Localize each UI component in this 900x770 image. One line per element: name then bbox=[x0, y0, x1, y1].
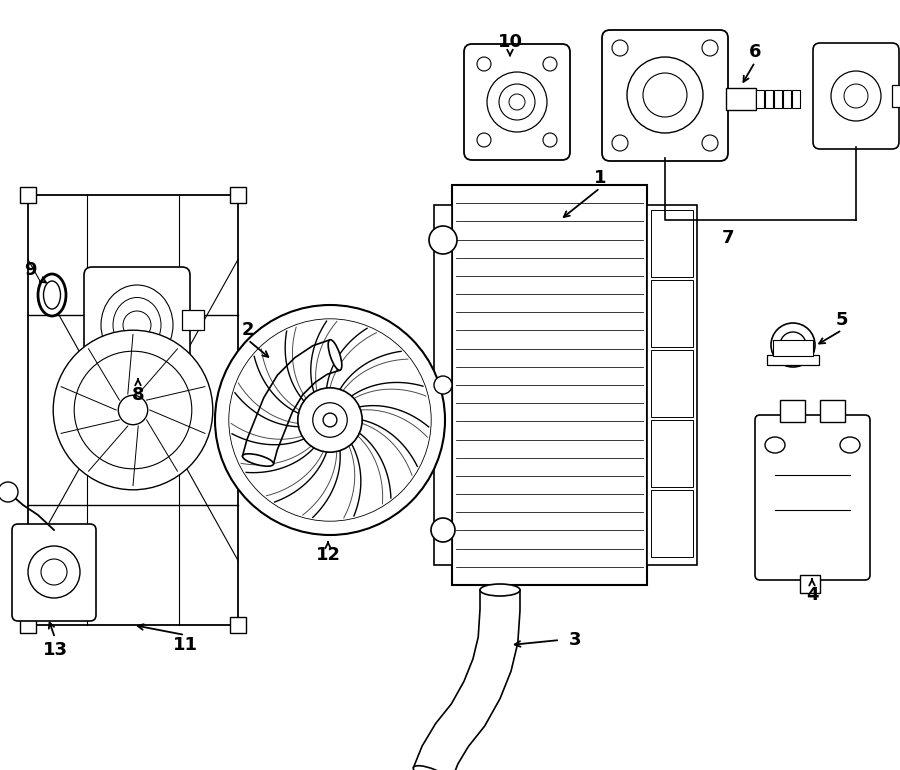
Ellipse shape bbox=[480, 584, 520, 596]
Bar bbox=[780, 400, 805, 422]
Circle shape bbox=[543, 133, 557, 147]
Ellipse shape bbox=[328, 340, 342, 370]
Circle shape bbox=[298, 388, 362, 452]
Bar bbox=[783, 90, 791, 108]
Ellipse shape bbox=[38, 274, 66, 316]
Bar bbox=[647, 205, 697, 565]
Circle shape bbox=[313, 403, 347, 437]
Bar bbox=[651, 350, 693, 417]
Text: 12: 12 bbox=[316, 546, 340, 564]
Circle shape bbox=[53, 330, 212, 490]
Ellipse shape bbox=[413, 765, 451, 770]
Circle shape bbox=[434, 376, 452, 394]
Bar bbox=[892, 85, 900, 107]
Ellipse shape bbox=[113, 297, 161, 353]
Circle shape bbox=[844, 84, 868, 108]
Bar bbox=[773, 340, 813, 356]
Bar bbox=[651, 280, 693, 347]
Bar bbox=[20, 617, 36, 633]
Text: 13: 13 bbox=[42, 641, 68, 659]
Bar bbox=[230, 187, 246, 203]
Circle shape bbox=[831, 71, 881, 121]
Text: 3: 3 bbox=[569, 631, 581, 649]
Bar bbox=[792, 90, 800, 108]
Circle shape bbox=[429, 226, 457, 254]
Polygon shape bbox=[242, 340, 340, 464]
Circle shape bbox=[123, 311, 151, 339]
FancyBboxPatch shape bbox=[84, 267, 190, 383]
Bar bbox=[726, 88, 756, 110]
FancyBboxPatch shape bbox=[602, 30, 728, 161]
Text: 9: 9 bbox=[23, 261, 36, 279]
Circle shape bbox=[118, 395, 148, 425]
Circle shape bbox=[477, 133, 491, 147]
Circle shape bbox=[74, 351, 192, 469]
Circle shape bbox=[215, 305, 445, 535]
Circle shape bbox=[0, 482, 18, 502]
Circle shape bbox=[499, 84, 535, 120]
Circle shape bbox=[643, 73, 687, 117]
Bar bbox=[820, 400, 845, 422]
Text: 2: 2 bbox=[242, 321, 254, 339]
Text: 5: 5 bbox=[836, 311, 848, 329]
Circle shape bbox=[487, 72, 547, 132]
Bar bbox=[651, 420, 693, 487]
Text: 4: 4 bbox=[806, 586, 818, 604]
Circle shape bbox=[431, 518, 455, 542]
FancyBboxPatch shape bbox=[12, 524, 96, 621]
Text: 8: 8 bbox=[131, 386, 144, 404]
FancyBboxPatch shape bbox=[464, 44, 570, 160]
Bar bbox=[651, 490, 693, 557]
Circle shape bbox=[771, 323, 815, 367]
Circle shape bbox=[612, 40, 628, 56]
Ellipse shape bbox=[840, 437, 860, 453]
Bar bbox=[651, 210, 693, 277]
Circle shape bbox=[780, 332, 806, 358]
Polygon shape bbox=[413, 590, 520, 770]
Bar bbox=[767, 355, 819, 365]
Circle shape bbox=[323, 413, 337, 427]
Bar bbox=[434, 205, 452, 565]
Circle shape bbox=[702, 40, 718, 56]
Ellipse shape bbox=[101, 285, 173, 365]
Ellipse shape bbox=[242, 454, 274, 466]
Ellipse shape bbox=[43, 281, 60, 309]
Text: 1: 1 bbox=[594, 169, 607, 187]
Bar bbox=[452, 185, 647, 585]
FancyBboxPatch shape bbox=[813, 43, 899, 149]
Text: 10: 10 bbox=[498, 33, 523, 51]
FancyBboxPatch shape bbox=[755, 415, 870, 580]
Bar bbox=[230, 617, 246, 633]
Circle shape bbox=[509, 94, 525, 110]
Circle shape bbox=[41, 559, 67, 585]
Bar bbox=[756, 90, 764, 108]
Text: 11: 11 bbox=[173, 636, 197, 654]
Circle shape bbox=[477, 57, 491, 71]
Bar bbox=[20, 187, 36, 203]
Bar bbox=[800, 575, 820, 593]
Bar bbox=[182, 310, 204, 330]
Ellipse shape bbox=[765, 437, 785, 453]
Text: 6: 6 bbox=[749, 43, 761, 61]
Circle shape bbox=[543, 57, 557, 71]
Circle shape bbox=[28, 546, 80, 598]
Bar bbox=[774, 90, 782, 108]
Text: 7: 7 bbox=[722, 229, 734, 247]
Bar bbox=[765, 90, 773, 108]
Bar bbox=[28, 195, 238, 625]
Circle shape bbox=[229, 319, 431, 521]
Circle shape bbox=[702, 135, 718, 151]
Circle shape bbox=[627, 57, 703, 133]
Circle shape bbox=[612, 135, 628, 151]
